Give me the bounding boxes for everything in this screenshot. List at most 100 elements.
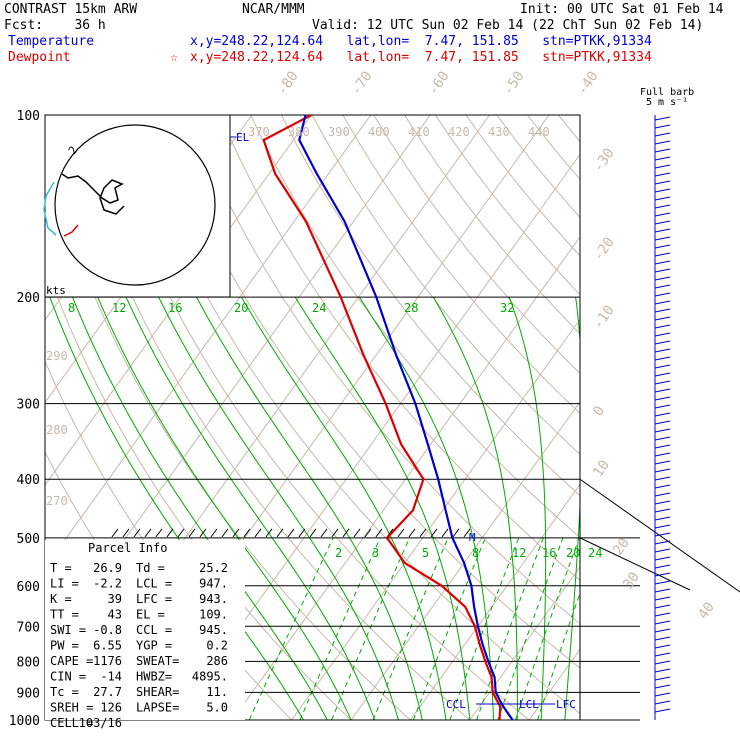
mixing-ratio-line bbox=[331, 537, 410, 720]
wind-barb bbox=[654, 356, 671, 361]
parcel-info-cell: 1176 bbox=[93, 654, 122, 668]
hatch-mark bbox=[122, 528, 130, 538]
forecast-hour: Fcst: 36 h bbox=[4, 18, 106, 33]
hatch-mark bbox=[320, 528, 328, 538]
wind-barb bbox=[654, 468, 671, 473]
theta-label: 270 bbox=[46, 494, 68, 508]
isotherm-line bbox=[291, 318, 580, 720]
isotherm-line bbox=[528, 648, 580, 720]
wind-barb bbox=[654, 140, 671, 145]
wind-barb bbox=[654, 580, 671, 585]
dry-adiabat-line bbox=[404, 115, 580, 335]
dewpoint-profile-line bbox=[262, 115, 502, 720]
wind-barb bbox=[654, 148, 671, 153]
hatch-mark bbox=[408, 528, 416, 538]
mixing-ratio-label: 5 bbox=[422, 546, 429, 560]
wind-barb bbox=[654, 564, 671, 569]
dewpoint-star-icon: ☆ bbox=[170, 50, 178, 65]
wind-barb bbox=[654, 372, 671, 377]
isotherm-label: -40 bbox=[574, 68, 602, 98]
wind-barb bbox=[654, 228, 671, 233]
hatch-mark bbox=[177, 528, 185, 538]
dry-adiabat-line bbox=[219, 115, 580, 581]
isotherm-line bbox=[469, 566, 580, 720]
wind-barb bbox=[654, 388, 671, 393]
barb-header-line2: 5 m s⁻¹ bbox=[646, 97, 688, 108]
hodograph-unit-label: kts bbox=[46, 284, 66, 297]
wind-barb bbox=[654, 316, 671, 321]
wind-barb bbox=[654, 132, 671, 137]
theta-label: 440 bbox=[528, 125, 550, 139]
parcel-info-cell: -14 bbox=[100, 670, 122, 684]
marker-el: EL bbox=[236, 131, 250, 144]
marker-lfc: LFC bbox=[556, 698, 576, 711]
wind-barb bbox=[654, 236, 671, 241]
mixing-ratio-label: 3 bbox=[372, 546, 379, 560]
parcel-info-cell: EL = bbox=[136, 608, 165, 622]
hodograph-trace-lower bbox=[63, 224, 79, 237]
theta-label: 430 bbox=[488, 125, 510, 139]
temperature-location: x,y=248.22,124.64 lat,lon= 7.47, 151.85 … bbox=[190, 34, 652, 49]
moist-adiabat-label: 16 bbox=[168, 301, 182, 315]
isotherm-label: -60 bbox=[425, 68, 453, 98]
dry-adiabat-line bbox=[373, 115, 580, 375]
wind-barb bbox=[654, 508, 671, 513]
wind-barb bbox=[654, 620, 671, 625]
wind-barb bbox=[654, 268, 671, 273]
wind-barb bbox=[654, 708, 671, 713]
wind-barb bbox=[654, 404, 671, 409]
parcel-info-cell: 945. bbox=[199, 623, 228, 637]
dry-adiabat-line bbox=[188, 115, 580, 625]
parcel-info-cell: SHEAR= bbox=[136, 685, 179, 699]
hodograph-ring bbox=[54, 124, 216, 286]
wind-barb bbox=[654, 692, 671, 697]
hatch-mark bbox=[221, 528, 229, 538]
mixing-ratio-label: 20 bbox=[566, 546, 580, 560]
hatch-mark bbox=[419, 528, 427, 538]
pressure-tick-label: 800 bbox=[17, 655, 40, 670]
isotherm-label: -10 bbox=[590, 302, 618, 332]
isotherm-line bbox=[231, 236, 580, 720]
moist-adiabat-label: 12 bbox=[112, 301, 126, 315]
wind-barb bbox=[654, 668, 671, 673]
marker-m: M bbox=[469, 531, 476, 544]
wind-barb bbox=[654, 180, 671, 185]
dewpoint-location: x,y=248.22,124.64 lat,lon= 7.47, 151.85 … bbox=[190, 50, 652, 65]
wind-barb bbox=[654, 628, 671, 633]
hatch-mark bbox=[210, 528, 218, 538]
wind-barb bbox=[654, 556, 671, 561]
hatch-mark bbox=[309, 528, 317, 538]
pressure-tick-label: 1000 bbox=[9, 714, 40, 729]
pressure-tick-label: 300 bbox=[17, 398, 40, 413]
parcel-info-cell: 26.9 bbox=[93, 561, 122, 575]
parcel-info-cell: CIN = bbox=[50, 670, 86, 684]
parcel-info-cell: 6.55 bbox=[93, 639, 122, 653]
moist-adiabat-label: 20 bbox=[234, 301, 248, 315]
wind-barb bbox=[654, 548, 671, 553]
hatch-mark bbox=[111, 528, 119, 538]
wind-barb bbox=[654, 188, 671, 193]
pressure-tick-label: 100 bbox=[17, 109, 40, 124]
institution-label: NCAR/MMM bbox=[242, 2, 305, 17]
hatch-mark bbox=[364, 528, 372, 538]
marker-lcl: LCL bbox=[519, 698, 539, 711]
mixing-ratio-line bbox=[412, 537, 486, 720]
parcel-info-cell: PW = bbox=[50, 639, 79, 653]
mixing-ratio-label: 8 bbox=[472, 546, 479, 560]
dry-adiabat-line bbox=[342, 115, 580, 415]
wind-barb bbox=[654, 572, 671, 577]
parcel-info-cell: T = bbox=[50, 561, 72, 575]
dry-adiabat-line bbox=[311, 115, 580, 455]
wind-barb bbox=[654, 492, 671, 497]
moist-adiabat-label: 8 bbox=[68, 301, 75, 315]
isotherm-line bbox=[648, 115, 740, 720]
parcel-info-cell: 126 bbox=[100, 701, 122, 715]
hatch-mark bbox=[254, 528, 262, 538]
parcel-info-cell: CAPE = bbox=[50, 654, 93, 668]
hatch-mark bbox=[232, 528, 240, 538]
isotherm-label: -30 bbox=[590, 145, 618, 175]
wind-barb bbox=[654, 340, 671, 345]
dry-adiabat-line bbox=[250, 115, 580, 539]
valid-time: Valid: 12 UTC Sun 02 Feb 14 (22 ChT Sun … bbox=[312, 18, 704, 33]
marker-ccl: CCL bbox=[446, 698, 466, 711]
